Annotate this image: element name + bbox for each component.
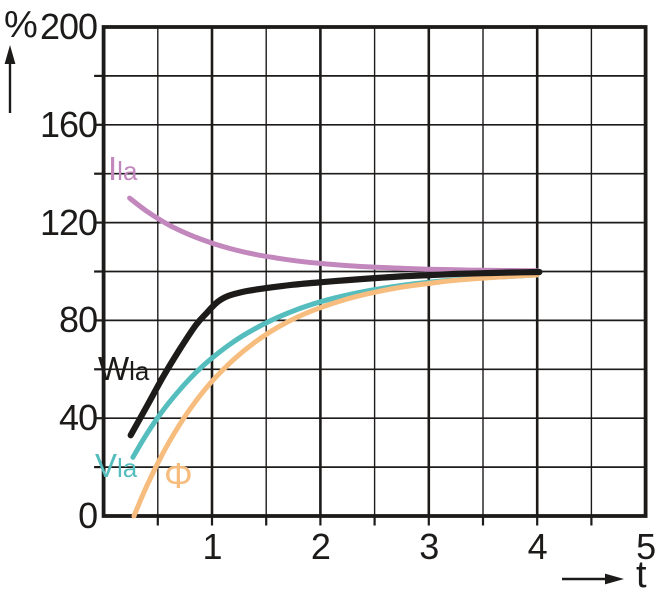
curve-label-ila-main: I: [108, 150, 118, 187]
y-tick-label-160: 160: [40, 103, 98, 145]
y-tick-label-40: 40: [59, 397, 98, 439]
curve-label-ila-sub: la: [117, 156, 138, 186]
curve-label-vla-main: V: [95, 447, 118, 484]
curve-label-wla-sub: la: [129, 356, 150, 386]
y-axis-arrow-icon: [4, 45, 16, 113]
curve-label-phi-main: Φ: [164, 455, 193, 496]
x-tick-label-1: 1: [202, 526, 222, 567]
curve-label-ila: Ila: [108, 152, 137, 185]
curve-label-phi: Φ: [164, 458, 193, 494]
y-tick-label-80: 80: [59, 299, 98, 341]
x-axis-label: t: [636, 554, 647, 596]
curve-label-vla: Vla: [95, 449, 137, 482]
y-tick-label-120: 120: [40, 201, 98, 243]
y-axis-unit-label: %: [4, 4, 38, 46]
curve-label-wla-main: W: [98, 350, 130, 387]
y-tick-label-200: 200: [40, 6, 98, 47]
x-tick-label-5: 5: [636, 526, 656, 567]
curve-0: [127, 195, 540, 274]
curve-1: [127, 268, 543, 439]
x-axis-arrow-icon: [562, 573, 624, 585]
x-tick-label-4: 4: [527, 526, 548, 567]
curve-label-wla: Wla: [98, 352, 149, 385]
y-tick-label-0: 0: [78, 495, 98, 536]
x-tick-label-2: 2: [310, 526, 331, 567]
x-tick-label-3: 3: [419, 526, 439, 567]
curve-3: [131, 272, 540, 519]
curve-label-vla-sub: la: [117, 453, 138, 483]
